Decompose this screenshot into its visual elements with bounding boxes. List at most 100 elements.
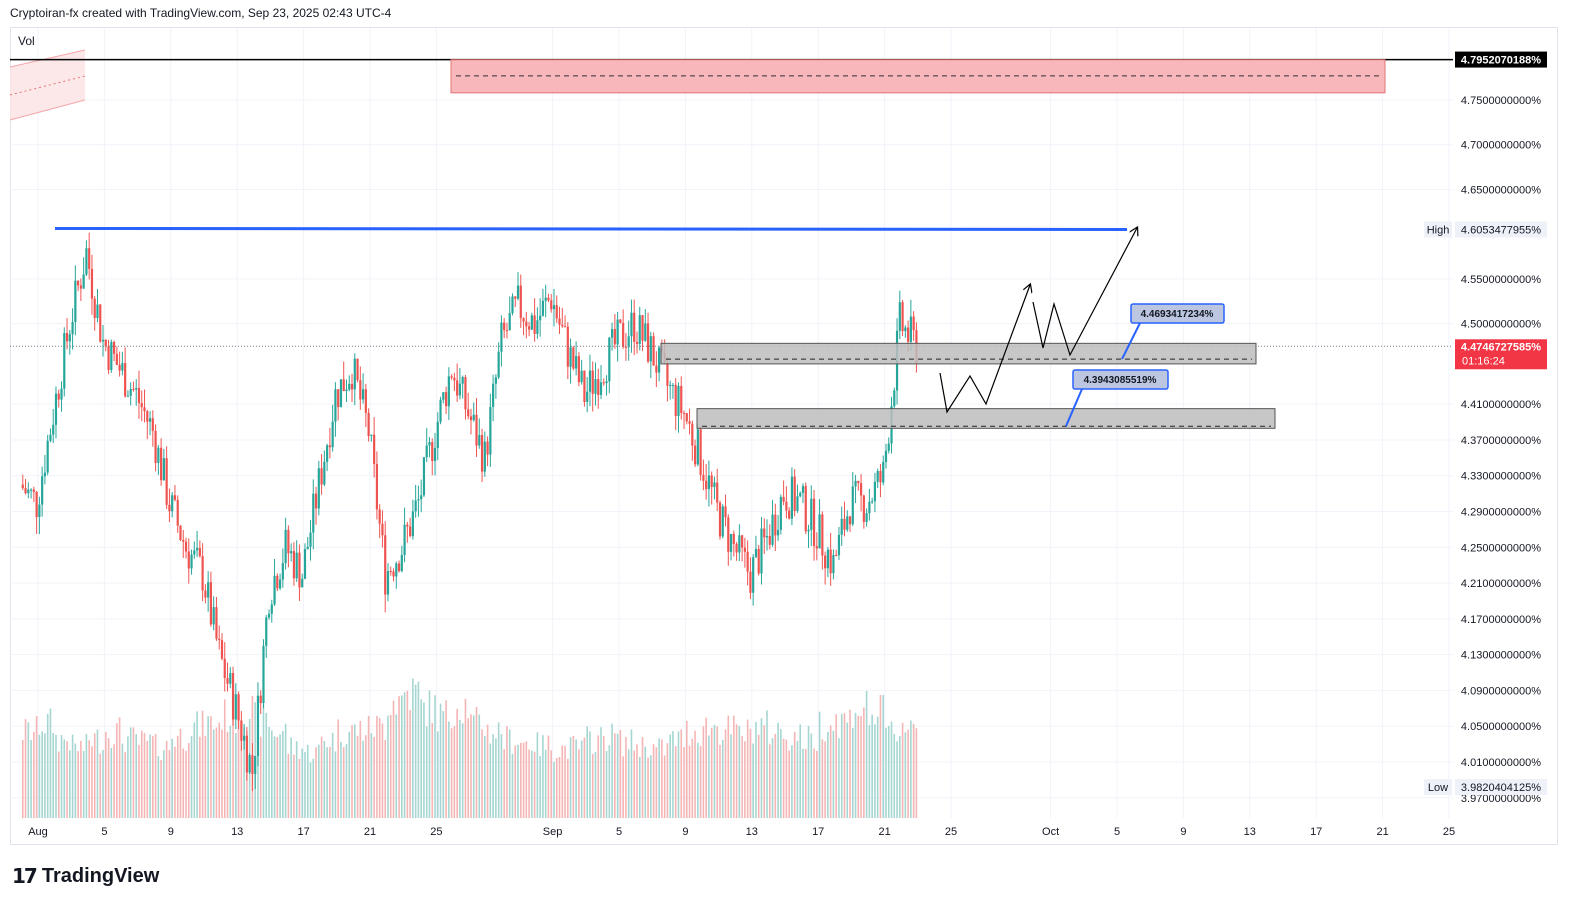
candle-body	[829, 549, 832, 574]
volume-bar	[744, 741, 746, 818]
candle-body	[804, 486, 807, 532]
high-label: High	[1427, 224, 1450, 236]
volume-bar	[55, 734, 57, 818]
parallel-channel-drawing[interactable]	[9, 49, 86, 121]
candle-body	[840, 518, 843, 535]
volume-bar	[287, 753, 290, 818]
volume-bar	[766, 710, 768, 818]
volume-bar	[669, 734, 671, 818]
volume-bar	[578, 749, 580, 818]
candle-body	[450, 376, 453, 378]
volume-bar	[868, 725, 871, 818]
candle-body	[270, 604, 273, 614]
volume-bar	[912, 723, 915, 818]
candle-body	[480, 435, 484, 472]
volume-bar	[586, 726, 588, 818]
volume-bar	[392, 700, 395, 818]
y-axis[interactable]: 4.7500000000% 4.7000000000% 4.6500000000% 4…	[1461, 95, 1541, 805]
candle-body	[472, 414, 475, 421]
volume-bar	[658, 738, 660, 818]
candle-body	[550, 300, 553, 310]
volume-bar	[221, 729, 223, 818]
candle-body	[727, 517, 730, 552]
volume-bar	[38, 734, 41, 818]
candle-body	[339, 379, 343, 408]
volume-bar	[152, 736, 154, 818]
candle-body	[525, 321, 528, 327]
lower-callout[interactable]: 4.3943085519%	[1065, 369, 1169, 427]
y-tick-label: 4.0500000000%	[1461, 721, 1541, 733]
volume-bar	[356, 735, 359, 818]
volume-bar	[329, 746, 331, 818]
candle-body	[248, 755, 251, 773]
volume-bar	[630, 729, 633, 818]
volume-bar	[558, 757, 561, 818]
candle-body	[757, 548, 760, 574]
volume-indicator-label[interactable]: Vol	[18, 34, 35, 48]
candle-body	[90, 268, 94, 299]
candle-body	[635, 341, 639, 344]
volume-bar	[655, 747, 658, 818]
candle-body	[209, 582, 213, 625]
upper-callout[interactable]: 4.4693417234%	[1121, 303, 1225, 360]
candle-body	[52, 424, 55, 435]
y-tick-label: 4.4100000000%	[1461, 399, 1541, 411]
candle-body	[771, 514, 774, 545]
candle-body	[93, 298, 96, 319]
candle-body	[312, 493, 315, 533]
volume-bar	[857, 715, 860, 818]
candle-body	[378, 509, 381, 524]
volume-bar	[685, 720, 688, 818]
volume-bar	[475, 706, 478, 818]
candle-body	[38, 504, 41, 518]
candle-body	[497, 351, 500, 378]
candle-body	[303, 549, 307, 579]
volume-bar	[229, 725, 232, 818]
demand-zone-upper[interactable]	[660, 342, 1257, 365]
volume-bar	[353, 724, 356, 818]
candle-body	[658, 347, 661, 373]
volume-bar	[304, 752, 306, 818]
volume-bar	[796, 740, 799, 818]
candle-body	[469, 416, 473, 421]
candle-body	[530, 315, 533, 330]
volume-bar	[434, 695, 436, 818]
volume-bar	[57, 751, 60, 818]
volume-bar	[511, 753, 514, 818]
volume-bar	[793, 731, 796, 818]
candle-body	[624, 346, 628, 348]
x-axis[interactable]: Aug 5 9 13 17 21 25 Sep 5 9 13 17 21 25 Oct 5 9 13 17 21 25	[28, 826, 1455, 838]
candle-body	[290, 551, 293, 554]
volume-bar	[757, 734, 760, 818]
candle-body	[630, 312, 633, 337]
high-trendline[interactable]	[54, 226, 1128, 231]
candle-body	[685, 413, 688, 422]
candle-body	[381, 523, 384, 536]
candle-body	[218, 638, 221, 641]
candle-body	[807, 529, 810, 532]
volume-bar	[44, 733, 46, 818]
candle-body	[718, 502, 722, 537]
candle-body	[912, 316, 915, 331]
candle-body	[702, 474, 705, 481]
tradingview-logo[interactable]: 17 TradingView	[12, 864, 159, 888]
volume-bar	[154, 734, 157, 818]
volume-bar	[710, 727, 713, 818]
candle-body	[132, 388, 135, 390]
volume-bar	[262, 703, 265, 818]
upper-callout-label: 4.4693417234%	[1141, 309, 1214, 320]
candle-body	[32, 489, 35, 492]
candle-body	[77, 280, 80, 286]
projected-path-drawings[interactable]	[939, 228, 1137, 414]
candle-body	[436, 421, 439, 449]
candle-body	[99, 304, 102, 342]
candle-body	[563, 326, 567, 328]
volume-bar	[871, 714, 873, 818]
candle-body	[403, 524, 406, 555]
volume-bar	[816, 751, 818, 818]
candle-body	[705, 480, 708, 490]
candle-body	[364, 389, 367, 413]
demand-zone-lower[interactable]	[696, 408, 1276, 429]
volume-bar	[80, 740, 82, 818]
